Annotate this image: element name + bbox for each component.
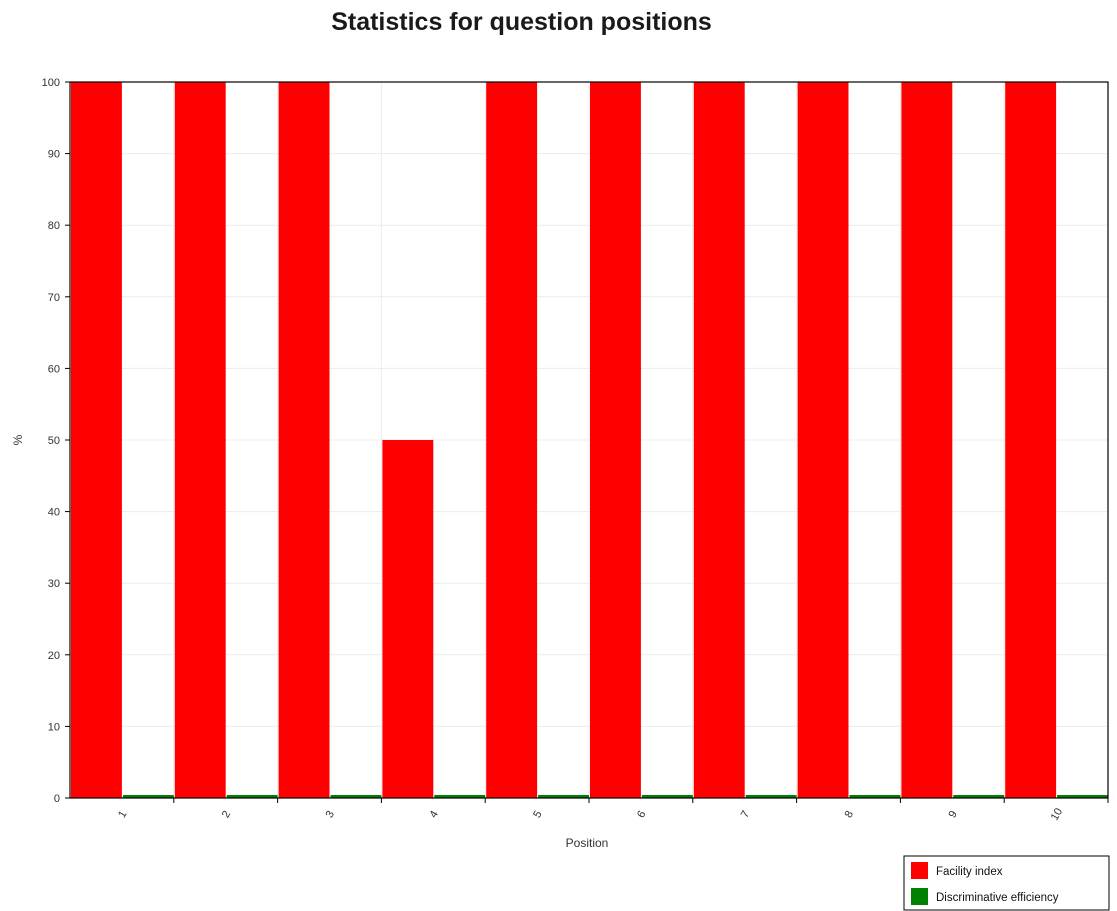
facility-index-bar-8 [797,82,849,798]
facility-index-bar-4 [382,440,434,798]
discriminative-efficiency-bar-6 [641,795,693,798]
legend-swatch [911,888,928,905]
facility-index-bar-7 [693,82,745,798]
legend-box [903,855,1110,911]
legend-label: Discriminative efficiency [936,892,1059,904]
y-tick-label: 80 [48,220,60,232]
facility-index-bar-3 [278,82,330,798]
x-tick-label: 1 [116,809,129,820]
y-tick-label: 90 [48,149,60,161]
y-axis-label: % [11,434,25,445]
x-tick-label: 5 [531,809,544,820]
x-tick-label: 3 [324,809,337,820]
x-tick-label: 7 [739,809,752,820]
discriminative-efficiency-bar-10 [1057,795,1108,798]
y-tick-label: 0 [54,793,60,805]
y-tick-label: 40 [48,507,60,519]
facility-index-bar-1 [71,82,122,798]
x-axis-ticks: 1 2 3 4 5 6 7 8 9 10 [116,798,1109,823]
facility-index-bar-10 [1005,82,1057,798]
x-axis-label: Position [566,836,609,850]
facility-index-bar-9 [901,82,953,798]
discriminative-efficiency-bar-2 [226,795,278,798]
x-tick-label: 8 [843,809,856,820]
y-tick-label: 50 [48,435,60,447]
discriminative-efficiency-bar-7 [745,795,797,798]
y-tick-label: 20 [48,650,60,662]
y-tick-label: 60 [48,363,60,375]
x-tick-label: 4 [427,809,440,820]
discriminative-efficiency-bar-3 [330,795,382,798]
facility-index-bar-5 [486,82,538,798]
y-tick-label: 30 [48,578,60,590]
discriminative-efficiency-bar-5 [538,795,589,798]
x-tick-label: 9 [946,809,959,820]
bars [71,82,1108,798]
discriminative-efficiency-bar-8 [849,795,901,798]
y-axis-ticks: 0 10 20 30 40 50 60 70 80 90 100 [42,77,70,805]
x-tick-label: 6 [635,809,648,820]
discriminative-efficiency-bar-4 [434,795,486,798]
y-tick-label: 10 [48,721,60,733]
x-tick-label: 2 [220,809,233,820]
discriminative-efficiency-bar-9 [953,795,1005,798]
discriminative-efficiency-bar-1 [122,795,174,798]
x-tick-label: 10 [1049,806,1066,823]
legend-label: Facility index [936,866,1003,878]
legend-swatch [911,862,928,879]
chart-title: Statistics for question positions [331,8,712,36]
facility-index-bar-2 [174,82,226,798]
y-tick-label: 70 [48,292,60,304]
facility-index-bar-6 [590,82,641,798]
legend: Facility index Discriminative efficiency [903,855,1110,911]
y-tick-label: 100 [42,77,60,89]
